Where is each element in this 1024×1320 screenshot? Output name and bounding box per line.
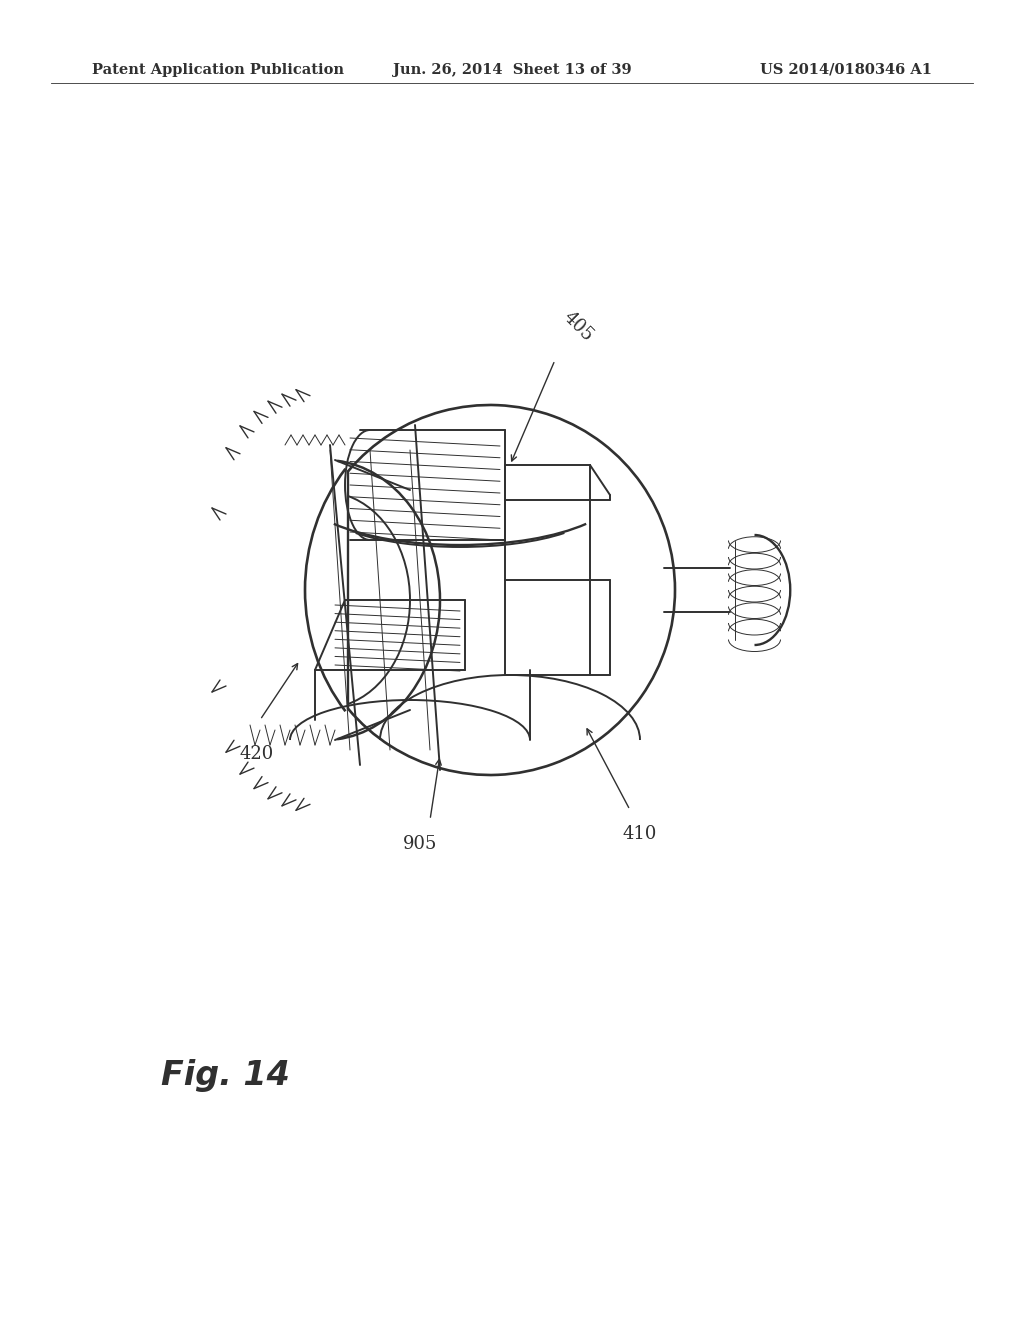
Text: Fig. 14: Fig. 14 (161, 1059, 290, 1092)
Text: 405: 405 (560, 308, 597, 345)
Text: 905: 905 (402, 836, 437, 853)
Text: 410: 410 (623, 825, 657, 843)
Text: 420: 420 (240, 744, 274, 763)
Text: US 2014/0180346 A1: US 2014/0180346 A1 (760, 63, 932, 77)
Text: Patent Application Publication: Patent Application Publication (92, 63, 344, 77)
Text: Jun. 26, 2014  Sheet 13 of 39: Jun. 26, 2014 Sheet 13 of 39 (392, 63, 632, 77)
